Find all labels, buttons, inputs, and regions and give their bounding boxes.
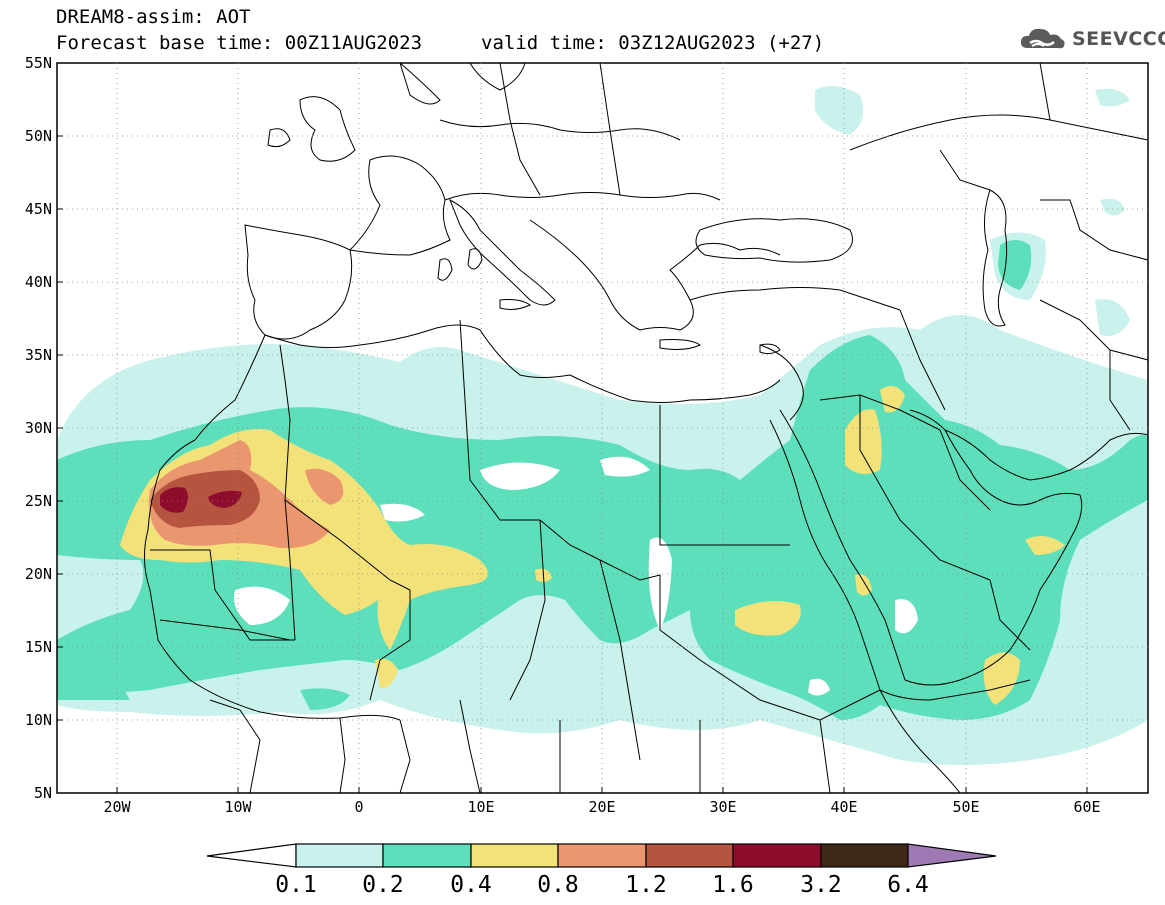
colorbar-label: 0.2	[362, 872, 404, 898]
colorbar-label: 6.4	[887, 872, 929, 898]
lon-label: 60E	[1073, 798, 1100, 816]
colorbar-segment	[295, 843, 384, 868]
lon-label: 0	[354, 798, 363, 816]
forecast-base-time: Forecast base time: 00Z11AUG2023	[56, 32, 423, 54]
lat-label: 5N	[34, 784, 52, 802]
lon-label: 50E	[952, 798, 979, 816]
lon-label: 20E	[588, 798, 615, 816]
lon-label: 40E	[830, 798, 857, 816]
colorbar	[206, 843, 997, 868]
lon-label: 20W	[103, 798, 131, 816]
seevccc-logo: SEEVCCC	[1018, 24, 1165, 54]
lat-label: 20N	[25, 565, 52, 583]
colorbar-label: 0.8	[537, 872, 579, 898]
colorbar-label: 1.2	[625, 872, 667, 898]
cloud-icon	[1020, 28, 1065, 49]
logo-text: SEEVCCC	[1072, 28, 1165, 50]
lat-label: 10N	[25, 711, 52, 729]
colorbar-segment	[820, 843, 909, 868]
lat-label: 50N	[25, 127, 52, 145]
lat-label: 40N	[25, 273, 52, 291]
colorbar-label: 3.2	[800, 872, 842, 898]
colorbar-label: 0.1	[275, 872, 317, 898]
map-title: DREAM8-assim: AOT	[56, 6, 251, 28]
longitude-labels: 20W 10W 0 10E 20E 30E 40E 50E 60E	[103, 798, 1100, 816]
lon-label: 10W	[224, 798, 252, 816]
colorbar-label: 1.6	[712, 872, 754, 898]
tick-marks	[57, 62, 1088, 793]
latitude-labels: 55N 50N 45N 40N 35N 30N 25N 20N 15N 10N …	[25, 54, 52, 802]
lon-label: 30E	[709, 798, 736, 816]
lat-label: 55N	[25, 54, 52, 72]
lat-label: 45N	[25, 200, 52, 218]
lat-label: 25N	[25, 492, 52, 510]
colorbar-over-arrow	[907, 843, 997, 868]
valid-time: valid time: 03Z12AUG2023 (+27)	[481, 32, 825, 54]
lat-label: 35N	[25, 346, 52, 364]
colorbar-segment	[382, 843, 472, 868]
grid-lines	[57, 63, 1148, 793]
colorbar-segment	[645, 843, 734, 868]
lat-label: 15N	[25, 638, 52, 656]
lat-label: 30N	[25, 419, 52, 437]
colorbar-under-arrow	[206, 843, 297, 868]
colorbar-segment	[557, 843, 647, 868]
colorbar-label: 0.4	[450, 872, 492, 898]
lon-label: 10E	[467, 798, 494, 816]
colorbar-segment	[732, 843, 822, 868]
colorbar-segment	[470, 843, 559, 868]
